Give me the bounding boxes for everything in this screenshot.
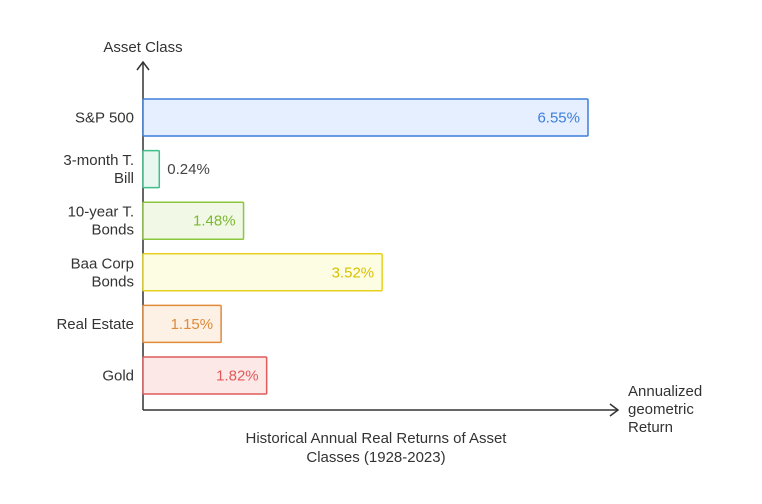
bar: [142, 304, 222, 344]
category-label: S&P 500: [75, 110, 134, 127]
bar-value-label: 1.15%: [171, 316, 214, 333]
bar-value-label: 1.48%: [193, 213, 236, 230]
bar: [142, 253, 383, 292]
bar: [142, 356, 268, 395]
chart-title: Historical Annual Real Returns of Asset C…: [246, 430, 508, 466]
bar: [142, 98, 589, 137]
category-label: 3-month T. Bill: [63, 152, 134, 187]
x-axis-arrow: [609, 403, 620, 417]
bar-value-label: 3.52%: [332, 264, 375, 281]
bar: [142, 149, 161, 189]
bar-value-label: 6.55%: [537, 110, 580, 127]
category-label: Baa Corp Bonds: [71, 255, 134, 290]
x-axis-label: Annualized geometric Return: [628, 383, 702, 436]
category-label: Real Estate: [56, 316, 134, 333]
bar-value-label: 1.82%: [216, 368, 259, 385]
bar: [142, 201, 245, 240]
y-axis-arrow: [136, 60, 150, 71]
bars-group: 6.55% S&P 500 0.24% 3-month T. Bill 1.48% 10-y…: [56, 98, 589, 395]
bar-value-label: 0.24%: [167, 161, 210, 178]
category-label: 10-year T. Bonds: [68, 204, 134, 239]
y-axis-label: Asset Class: [103, 39, 182, 56]
category-label: Gold: [102, 368, 134, 385]
